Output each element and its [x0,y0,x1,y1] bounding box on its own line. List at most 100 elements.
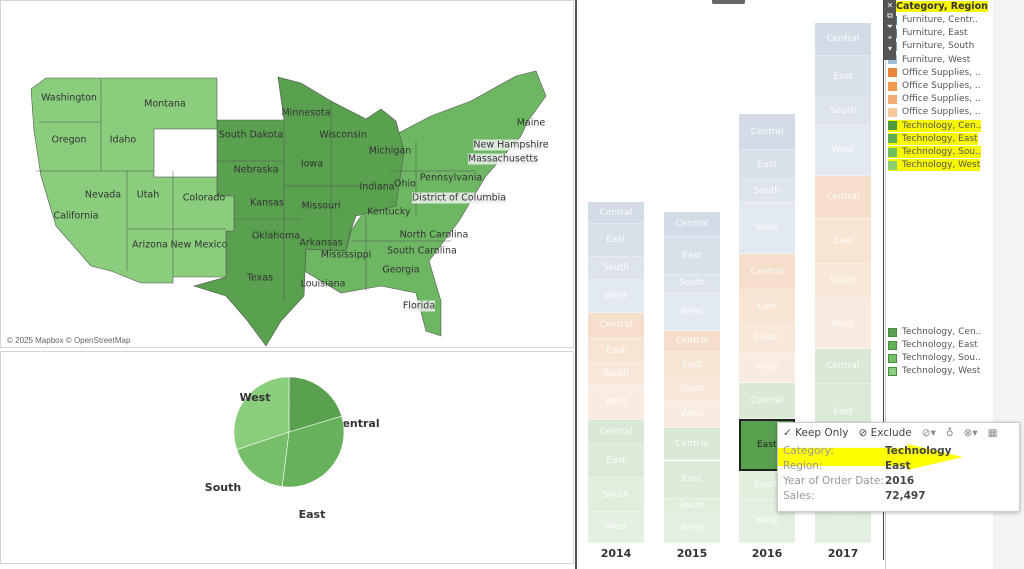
bar-segment[interactable]: West [588,385,644,421]
legend-item[interactable]: Technology, West [888,365,980,377]
bar-segment[interactable]: West [588,512,644,543]
bar-segment[interactable]: West [664,400,720,429]
legend-item[interactable]: Technology, West [888,159,981,172]
state-label: South Carolina [387,245,457,257]
bar-segment[interactable]: West [588,279,644,314]
popout-icon[interactable]: ⧉ [887,11,893,20]
pie-slice-west[interactable] [233,376,290,450]
legend-item[interactable]: Office Supplies, .. [888,67,981,79]
bar-segment[interactable]: West [739,352,795,384]
bar-segment[interactable]: East [739,150,795,181]
bar-segment[interactable]: East [588,338,644,365]
legend-item[interactable]: Office Supplies, .. [888,106,981,118]
bar-segment[interactable]: West [815,125,871,177]
bar-segment[interactable]: South [588,478,644,513]
pie-slice-east[interactable] [281,415,345,488]
legend-item[interactable]: Technology, Cen.. [888,326,981,338]
bar-segment[interactable]: South [664,274,720,293]
legend-item[interactable]: Technology, Sou.. [888,146,981,158]
legend-swatch [888,107,897,117]
legend-swatch [888,121,897,131]
bar-segment[interactable]: West [739,202,795,255]
state-label: Maine [516,117,546,129]
bar-segment[interactable]: East [815,218,871,264]
pie-label: East [299,508,326,521]
bar-segment[interactable]: West [739,499,795,543]
bar-segment[interactable]: West [664,292,720,332]
pin-icon[interactable]: ⌖ [887,33,893,42]
bar-segment[interactable]: East [664,352,720,378]
legend-item[interactable]: Technology, Sou.. [888,352,981,364]
bar-segment[interactable]: South [664,498,720,515]
bar-segment[interactable]: East [815,55,871,99]
bar-segment[interactable]: South [739,180,795,203]
bar-segment[interactable]: South [815,263,871,300]
bar-segment[interactable]: South [739,325,795,353]
bar-segment[interactable]: East [739,290,795,326]
sales-map[interactable]: Washington Montana Oregon Idaho South Da… [0,0,574,348]
bar-segment[interactable]: South [664,378,720,401]
bar-segment[interactable]: East [588,224,644,258]
legend-item[interactable]: Technology, East [888,339,978,351]
lightbulb-icon[interactable]: ♁ [945,427,954,439]
bar-segment[interactable]: Central [588,202,644,225]
set-icon[interactable]: ⊗▾ [963,427,978,439]
map-attribution[interactable]: © 2025 Mapbox © OpenStreetMap [7,336,131,345]
bar-segment[interactable]: Central [664,211,720,238]
pie-slice-south[interactable] [236,431,290,487]
bar-segment[interactable]: Central [664,331,720,353]
bar-segment[interactable]: Central [815,349,871,385]
legend-item[interactable]: Office Supplies, .. [888,80,981,92]
bar-segment[interactable]: Central [588,313,644,339]
legend-item[interactable]: Technology, Cen.. [888,119,982,132]
legend-item[interactable]: Technology, East [888,132,978,145]
bar-segment[interactable]: Central [739,383,795,420]
legend-swatch [888,68,897,78]
state-label: Massachusetts [467,153,539,165]
bar-segment[interactable]: Central [815,176,871,219]
legend-item[interactable]: Furniture, South [888,40,974,52]
menu-dropdown-icon[interactable]: ▾ [887,44,892,53]
bar-segment[interactable]: Central [815,22,871,56]
bar-segment[interactable]: South [588,364,644,386]
bar-segment[interactable]: Central [664,428,720,461]
tooltip-row: Year of Order Date: 2016 [778,473,1019,488]
bar-segment[interactable]: Central [739,254,795,291]
state-label: Texas [246,272,274,284]
bar-segment[interactable]: West [664,514,720,543]
keep-only-button[interactable]: ✓ Keep Only [783,427,849,439]
exclude-button[interactable]: ⊘ Exclude [858,427,912,439]
dashboard-divider[interactable] [575,0,577,569]
state-label: District of Columbia [411,192,507,204]
view-data-icon[interactable]: ▦ [987,427,998,439]
group-icon[interactable]: ⊘▾ [921,427,936,439]
bar-segment[interactable]: East [664,237,720,275]
bar-segment[interactable]: South [588,257,644,280]
legend-item[interactable]: Furniture, Centr.. [888,14,978,26]
legend-item[interactable]: Office Supplies, .. [888,93,981,105]
tooltip-row: Sales: 72,497 [778,488,1019,503]
state-label: Mississippi [320,249,372,261]
bar-segment[interactable]: Central [588,420,644,446]
close-icon[interactable]: ✕ [886,1,894,10]
pie-slice-central[interactable] [288,376,343,433]
x-tick-label: 2015 [676,547,708,560]
region-pie-chart[interactable]: Central East South West [1,352,575,565]
filter-icon[interactable]: ⏷ [886,22,894,31]
state-label: New Mexico [170,239,228,251]
legend-label: Office Supplies, .. [902,94,981,105]
legend-item[interactable]: Furniture, East [888,27,968,39]
state-label: North Carolina [399,229,469,241]
region-pie-panel: Central East South West [0,351,574,564]
legend-label: Office Supplies, .. [902,81,981,91]
state-label: South Dakota [218,129,284,141]
state-label: Pennsylvania [419,172,483,184]
bar-segment[interactable]: West [815,299,871,350]
drag-handle[interactable] [712,0,745,4]
bar-segment[interactable]: Central [739,114,795,151]
legend-item[interactable]: Furniture, West [888,54,970,66]
bar-segment[interactable]: South [815,98,871,126]
bar-segment[interactable]: East [588,445,644,479]
bar-segment[interactable]: East [664,460,720,499]
state-label: Utah [136,189,160,201]
